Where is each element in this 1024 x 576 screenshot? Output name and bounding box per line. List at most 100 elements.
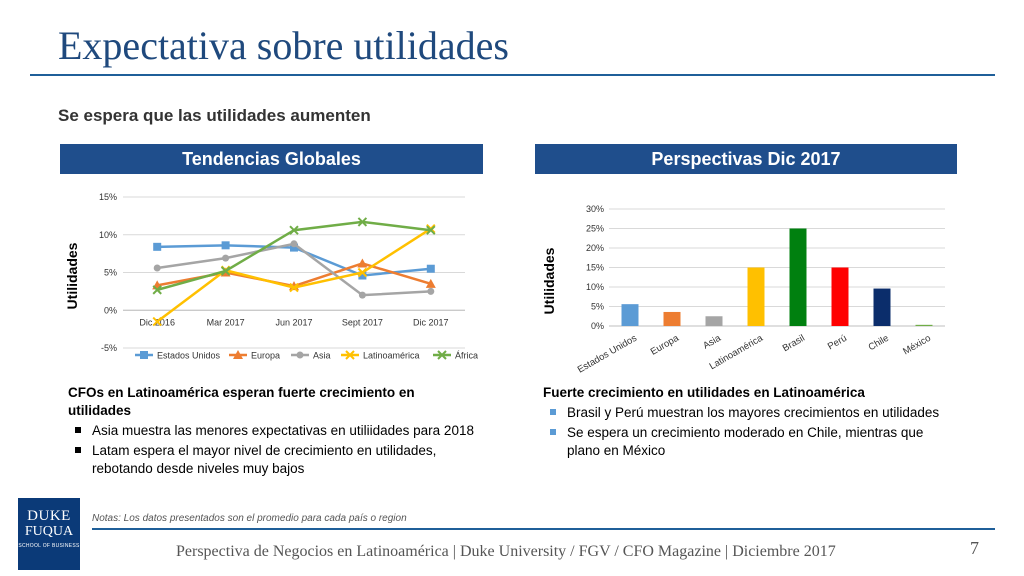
line-chart-x-tick-label: Jun 2017 [275, 317, 312, 327]
bar-chart: 0% 5% 10% 15% 20% 25% 30% Estados Unidos Europa A… [576, 204, 945, 375]
line-series-3-point-b [289, 282, 299, 293]
line-series-1-point [425, 278, 436, 288]
bar-chart-y-tick-label: 0% [591, 321, 604, 331]
legend-swatch-marker-b [437, 350, 447, 360]
line-series-4-point [289, 225, 299, 235]
line-chart-x-tick-label: Sept 2017 [342, 317, 383, 327]
slide-subtitle: Se espera que las utilidades aumenten [58, 106, 371, 125]
band-perspectivas: Perspectivas Dic 2017 [535, 144, 957, 174]
left-bullet-item: Latam espera el mayor nivel de crecimien… [68, 442, 478, 478]
bar-chart-y-tick-label: 15% [586, 263, 604, 273]
line-series-3-point-b [357, 267, 368, 278]
line-series-3-point [426, 224, 436, 234]
right-bullet-text: Brasil y Perú muestran los mayores creci… [567, 405, 940, 420]
right-bullet-item: Brasil y Perú muestran los mayores creci… [543, 404, 953, 422]
bar-0 [621, 304, 639, 326]
legend-label: Latinoamérica [363, 351, 420, 361]
notes-text: Notas: Los datos presentados son el prom… [92, 513, 407, 524]
legend-swatch-marker-b [345, 350, 355, 360]
bar-6 [873, 288, 891, 326]
line-series-4-point [152, 285, 162, 295]
bullet-square-icon [75, 427, 81, 433]
line-chart-x-tick-label: Dic 2017 [413, 317, 449, 327]
bar-chart-y-tick-label: 10% [586, 282, 604, 292]
left-lead-text: CFOs en Latinoamérica esperan fuerte cre… [68, 385, 415, 418]
bar-chart-y-tick-label: 25% [586, 224, 604, 234]
legend-swatch-marker [140, 351, 148, 359]
line-chart-y-tick-label: -5% [101, 343, 117, 353]
line-chart-y-tick-label: 10% [99, 230, 117, 240]
bullet-square-icon [75, 447, 81, 453]
legend-label: Europa [251, 351, 280, 361]
line-series-0-point [153, 242, 162, 251]
slide-title: Expectativa sobre utilidades [58, 23, 509, 68]
bar-chart-y-tick-label: 20% [586, 243, 604, 253]
line-series-0-point [290, 243, 298, 252]
bar-5 [831, 267, 849, 326]
bar-chart-x-tick-label: México [901, 333, 933, 358]
line-chart-y-tick-label: 15% [99, 192, 117, 202]
bar-chart-x-tick-label: Europa [649, 332, 682, 357]
line-series-0-point [358, 271, 367, 280]
bar-chart-x-tick-label: Asia [701, 332, 723, 351]
line-series-2-point [358, 291, 366, 299]
line-series-4-point [220, 266, 231, 276]
footer-divider [92, 528, 995, 530]
left-bullet-text: Latam espera el mayor nivel de crecimien… [92, 443, 437, 476]
bar-3 [747, 267, 765, 326]
footer-text: Perspectiva de Negocios en Latinoamérica… [176, 543, 836, 560]
legend-label: Estados Unidos [157, 351, 221, 361]
line-series-3-point [289, 282, 299, 293]
line-chart-y-tick-label: 0% [104, 305, 117, 315]
left-bullet-list: Asia muestra las menores expectativas en… [68, 422, 478, 478]
bar-chart-x-tick-label: Brasil [781, 333, 807, 354]
line-series-3-point [357, 267, 368, 278]
line-chart-container: Utilidades -5% 0% 5% 10% 15% Dic 2016 Mar 2017… [60, 180, 483, 370]
bar-chart-x-tick-label: Estados Unidos [576, 333, 639, 375]
legend-label: Asia [313, 351, 331, 361]
page-number: 7 [970, 538, 979, 558]
bar-7 [915, 324, 933, 326]
line-chart: -5%0%5%10%15%Dic 2016 Mar 2017 Jun 2017 Sep… [99, 192, 478, 361]
bar-chart-x-tick-label: Chile [867, 333, 891, 353]
left-text-block: CFOs en Latinoamérica esperan fuerte cre… [68, 384, 478, 480]
line-series-4-point [357, 217, 368, 227]
line-series-4-point [426, 225, 436, 235]
right-bullet-item: Se espera un crecimiento moderado en Chi… [543, 424, 953, 460]
band-tendencias-globales: Tendencias Globales [60, 144, 483, 174]
bar-chart-x-tick-label: Perú [826, 333, 849, 353]
line-series-0-point [426, 264, 435, 273]
logo-line-duke: DUKE [27, 508, 71, 524]
right-bullet-text: Se espera un crecimiento moderado en Chi… [567, 425, 924, 458]
duke-fuqua-logo: DUKE FUQUA SCHOOL OF BUSINESS [18, 498, 80, 570]
logo-line-school: SCHOOL OF BUSINESS [18, 543, 80, 549]
line-series-3-point-b [152, 316, 162, 327]
legend-swatch-marker [437, 350, 447, 360]
line-series-2-point [153, 264, 161, 272]
right-bullet-list: Brasil y Perú muestran los mayores creci… [543, 404, 953, 460]
bar-1 [663, 311, 681, 326]
line-series-0-point [221, 241, 230, 250]
line-series-4-point-b [289, 225, 299, 235]
line-series-3-point [152, 316, 162, 327]
line-series-2-point [222, 254, 230, 262]
bullet-square-icon [550, 409, 556, 415]
line-series-3-point-b [426, 224, 436, 234]
bar-4 [789, 228, 807, 326]
bar-2 [705, 316, 723, 326]
right-text-block: Fuerte crecimiento en utilidades en Lati… [543, 384, 953, 462]
right-lead-text: Fuerte crecimiento en utilidades en Lati… [543, 385, 865, 400]
line-series-4-point-b [152, 285, 162, 295]
bar-chart-container: Utilidades 0% 5% 10% 15% 20% 25% 30% Estados Un… [535, 195, 957, 375]
line-series-4-point-b [220, 266, 231, 276]
left-bullet-item: Asia muestra las menores expectativas en… [68, 422, 478, 440]
line-chart-x-tick-label: Mar 2017 [207, 317, 245, 327]
line-series-1-point [357, 258, 368, 268]
title-divider [30, 74, 995, 76]
line-series-2-point [290, 240, 298, 248]
legend-swatch-marker [296, 351, 304, 359]
line-series-2-point [427, 287, 435, 295]
line-series-4-point-b [426, 225, 436, 235]
legend-swatch-marker [233, 350, 243, 359]
logo-line-fuqua: FUQUA [24, 524, 74, 539]
